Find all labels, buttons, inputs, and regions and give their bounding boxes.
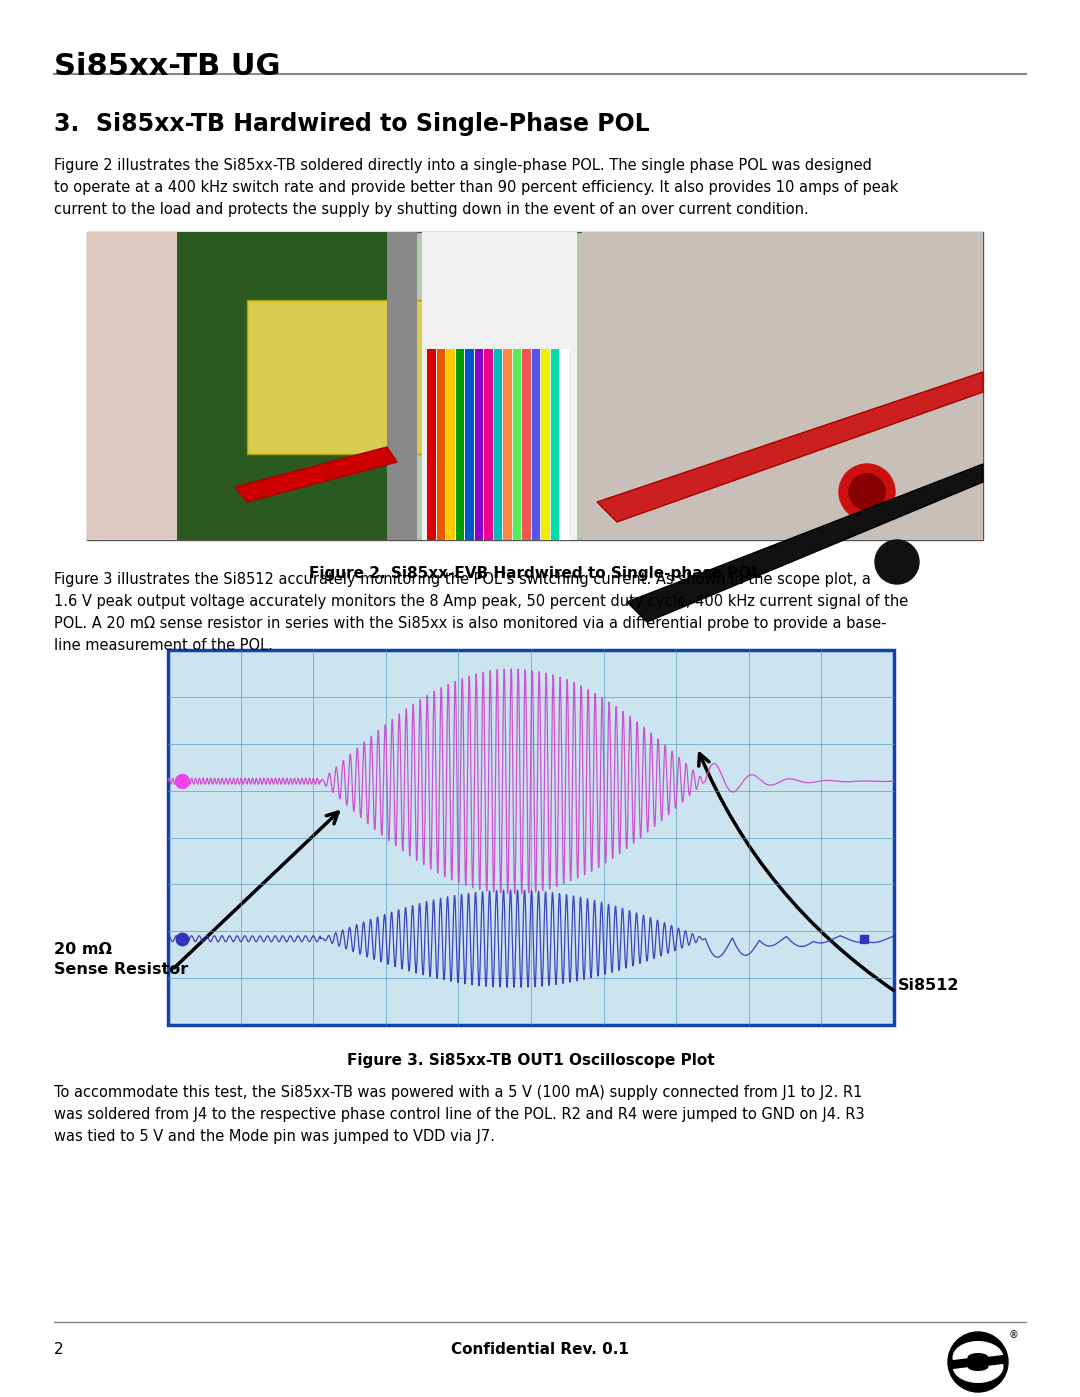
- Bar: [436, 349, 445, 541]
- Bar: [446, 349, 455, 541]
- Bar: [541, 349, 550, 541]
- Bar: [465, 349, 473, 541]
- Text: POL. A 20 mΩ sense resistor in series with the Si85xx is also monitored via a di: POL. A 20 mΩ sense resistor in series wi…: [54, 616, 887, 631]
- Text: Si85xx-TB UG: Si85xx-TB UG: [54, 52, 281, 81]
- Circle shape: [849, 474, 885, 510]
- Bar: [456, 349, 464, 541]
- Text: Si8512: Si8512: [897, 978, 959, 993]
- Text: 3.  Si85xx-TB Hardwired to Single-Phase POL: 3. Si85xx-TB Hardwired to Single-Phase P…: [54, 112, 650, 136]
- Text: 20 mΩ: 20 mΩ: [54, 942, 112, 957]
- Bar: [474, 349, 483, 541]
- Text: to operate at a 400 kHz switch rate and provide better than 90 percent efficienc: to operate at a 400 kHz switch rate and …: [54, 180, 899, 196]
- Bar: [531, 349, 540, 541]
- Text: was soldered from J4 to the respective phase control line of the POL. R2 and R4 : was soldered from J4 to the respective p…: [54, 1106, 865, 1122]
- Bar: [387, 232, 417, 541]
- Polygon shape: [597, 372, 983, 522]
- Bar: [522, 349, 530, 541]
- Circle shape: [875, 541, 919, 584]
- FancyArrowPatch shape: [699, 753, 894, 990]
- Bar: [513, 349, 521, 541]
- Text: 2: 2: [54, 1343, 64, 1356]
- Bar: [87, 232, 217, 541]
- Text: line measurement of the POL.: line measurement of the POL.: [54, 638, 273, 652]
- Bar: [582, 232, 983, 541]
- Bar: [494, 349, 502, 541]
- Bar: [503, 349, 512, 541]
- Text: 1.6 V peak output voltage accurately monitors the 8 Amp peak, 50 percent duty cy: 1.6 V peak output voltage accurately mon…: [54, 594, 908, 609]
- Text: current to the load and protects the supply by shutting down in the event of an : current to the load and protects the sup…: [54, 203, 809, 217]
- Text: Figure 2. Si85xx-EVB Hardwired to Single-phase POL: Figure 2. Si85xx-EVB Hardwired to Single…: [309, 566, 761, 581]
- Polygon shape: [953, 1363, 1003, 1383]
- Text: Confidential Rev. 0.1: Confidential Rev. 0.1: [451, 1343, 629, 1356]
- Text: Sense Resistor: Sense Resistor: [54, 963, 188, 977]
- Bar: [561, 349, 568, 541]
- FancyArrowPatch shape: [174, 812, 338, 968]
- Bar: [484, 349, 492, 541]
- Bar: [177, 232, 397, 541]
- Polygon shape: [953, 1341, 1003, 1361]
- Text: Figure 3. Si85xx-TB OUT1 Oscilloscope Plot: Figure 3. Si85xx-TB OUT1 Oscilloscope Pl…: [347, 1053, 715, 1067]
- Bar: [422, 232, 577, 541]
- Polygon shape: [627, 464, 983, 622]
- Text: Figure 3 illustrates the Si8512 accurately monitoring the POL’s switching curren: Figure 3 illustrates the Si8512 accurate…: [54, 571, 870, 587]
- Text: ®: ®: [1009, 1330, 1018, 1340]
- Text: was tied to 5 V and the Mode pin was jumped to VDD via J7.: was tied to 5 V and the Mode pin was jum…: [54, 1129, 495, 1144]
- Text: Figure 2 illustrates the Si85xx-TB soldered directly into a single-phase POL. Th: Figure 2 illustrates the Si85xx-TB solde…: [54, 158, 872, 173]
- Circle shape: [948, 1331, 1008, 1391]
- Circle shape: [839, 464, 895, 520]
- Bar: [87, 232, 983, 541]
- Bar: [427, 349, 435, 541]
- Bar: [168, 650, 894, 1025]
- Polygon shape: [235, 447, 397, 502]
- Bar: [551, 349, 559, 541]
- Text: To accommodate this test, the Si85xx-TB was powered with a 5 V (100 mA) supply c: To accommodate this test, the Si85xx-TB …: [54, 1085, 862, 1099]
- Bar: [247, 300, 507, 454]
